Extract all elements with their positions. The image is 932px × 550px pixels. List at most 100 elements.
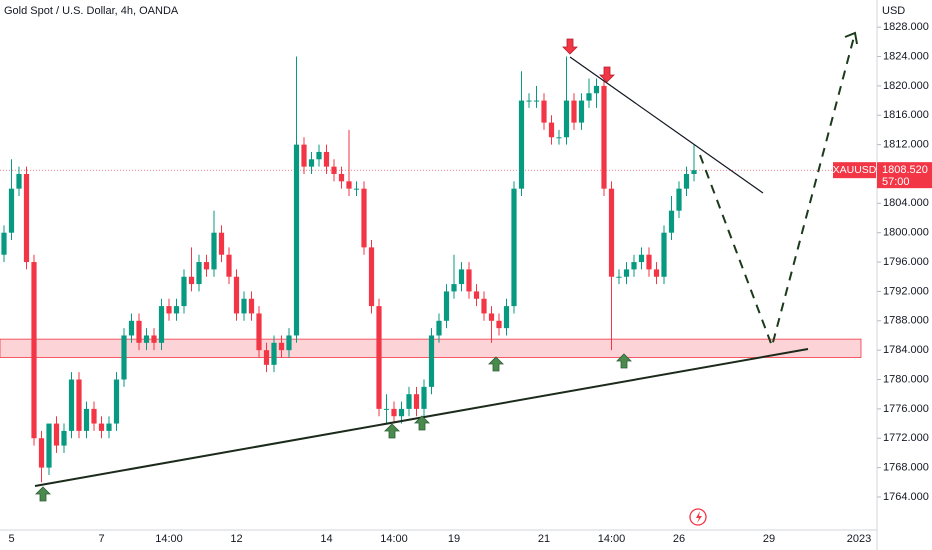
candle-body bbox=[136, 320, 142, 343]
y-tick-label: 1800.000 bbox=[883, 227, 929, 239]
candle-body bbox=[503, 306, 510, 329]
x-tick-label: 14:00 bbox=[598, 533, 626, 545]
candle-body bbox=[76, 379, 82, 431]
candle-body bbox=[151, 335, 157, 343]
candle-body bbox=[368, 247, 375, 307]
candle-body bbox=[353, 188, 360, 190]
candle-body bbox=[181, 276, 187, 307]
x-tick-label: 12 bbox=[230, 533, 242, 545]
candle-body bbox=[443, 291, 450, 321]
candle-body bbox=[233, 276, 240, 314]
projection-path bbox=[699, 32, 856, 350]
candle-body bbox=[571, 100, 577, 123]
candle-body bbox=[631, 262, 637, 270]
candle-body bbox=[143, 335, 150, 343]
candle-body bbox=[53, 423, 60, 446]
up-arrow bbox=[616, 353, 632, 369]
up-arrow bbox=[488, 356, 504, 372]
candle-body bbox=[218, 232, 225, 255]
candle-body bbox=[466, 269, 472, 292]
candle-body bbox=[391, 408, 397, 417]
candle-body bbox=[31, 262, 37, 439]
candle-body bbox=[541, 100, 547, 123]
candle-body bbox=[676, 188, 682, 211]
candle-body bbox=[23, 173, 30, 263]
x-tick-label: 14:00 bbox=[155, 533, 183, 545]
y-tick-label: 1784.000 bbox=[883, 344, 929, 356]
candle-body bbox=[511, 188, 517, 307]
candle-body bbox=[316, 151, 322, 160]
candle-body bbox=[38, 438, 45, 468]
candle-body bbox=[68, 379, 75, 431]
up-arrow bbox=[35, 486, 51, 502]
candle-body bbox=[683, 173, 690, 189]
candle-body bbox=[346, 181, 352, 189]
y-tick-label: 1788.000 bbox=[883, 315, 929, 327]
candle-layer bbox=[1, 56, 697, 483]
countdown-label: 57:00 bbox=[882, 176, 910, 188]
candle-body bbox=[661, 232, 667, 277]
candle-body bbox=[196, 262, 202, 285]
candle-body bbox=[128, 320, 135, 336]
y-tick-label: 1820.000 bbox=[883, 80, 929, 92]
x-tick-label: 7 bbox=[98, 533, 104, 545]
up-arrows bbox=[35, 353, 632, 502]
up-arrow bbox=[384, 423, 400, 439]
down-arrow bbox=[562, 38, 578, 55]
x-tick-label: 21 bbox=[538, 533, 550, 545]
candle-body bbox=[496, 320, 502, 329]
y-tick-label: 1792.000 bbox=[883, 285, 929, 297]
symbol-label: XAUUSD bbox=[833, 164, 877, 176]
candle-body bbox=[548, 122, 555, 138]
candle-body bbox=[361, 188, 367, 248]
x-tick-label: 2023 bbox=[847, 533, 871, 545]
y-tick-label: 1780.000 bbox=[883, 373, 929, 385]
candle-body bbox=[248, 298, 255, 314]
price-badge bbox=[877, 162, 932, 189]
candle-body bbox=[608, 188, 615, 277]
candle-body bbox=[301, 144, 307, 167]
candle-body bbox=[691, 170, 697, 174]
y-tick-label: 1764.000 bbox=[883, 491, 929, 503]
candle-body bbox=[121, 335, 127, 380]
price-label: 1808.520 bbox=[882, 164, 928, 176]
candle-body bbox=[188, 276, 195, 285]
resistance-trendline bbox=[569, 56, 764, 194]
y-axis-label: USD bbox=[882, 5, 905, 17]
candle-body bbox=[211, 232, 217, 270]
down-arrows bbox=[562, 38, 615, 83]
y-tick-label: 1796.000 bbox=[883, 256, 929, 268]
candle-body bbox=[106, 423, 112, 431]
y-tick-label: 1772.000 bbox=[883, 432, 929, 444]
x-tick-label: 14:00 bbox=[380, 533, 408, 545]
candle-body bbox=[653, 269, 660, 277]
candle-body bbox=[256, 313, 262, 351]
axis-layer: 1828.000 1824.000 1820.000 1816.000 1812.000… bbox=[8, 21, 932, 545]
candle-body bbox=[481, 298, 487, 314]
candle-body bbox=[91, 408, 97, 424]
candle-body bbox=[383, 408, 390, 410]
candle-body bbox=[398, 408, 405, 417]
up-arrow bbox=[414, 415, 430, 431]
candle-body bbox=[428, 335, 435, 387]
candle-body bbox=[406, 394, 412, 409]
candle-body bbox=[646, 254, 652, 270]
candle-body bbox=[98, 423, 105, 431]
candle-body bbox=[563, 100, 570, 138]
candle-body bbox=[668, 210, 675, 233]
candle-body bbox=[421, 386, 427, 409]
candle-body bbox=[533, 100, 540, 102]
candle-body bbox=[601, 85, 607, 189]
candle-body bbox=[473, 291, 480, 299]
candle-body bbox=[158, 306, 165, 343]
down-arrow bbox=[599, 66, 615, 83]
candle-body bbox=[623, 269, 630, 277]
x-tick-label: 14 bbox=[320, 533, 332, 545]
candle-body bbox=[323, 151, 330, 167]
candle-body bbox=[518, 100, 525, 189]
candle-body bbox=[263, 350, 270, 365]
lightning-icon bbox=[689, 508, 707, 526]
x-tick-label: 5 bbox=[8, 533, 14, 545]
